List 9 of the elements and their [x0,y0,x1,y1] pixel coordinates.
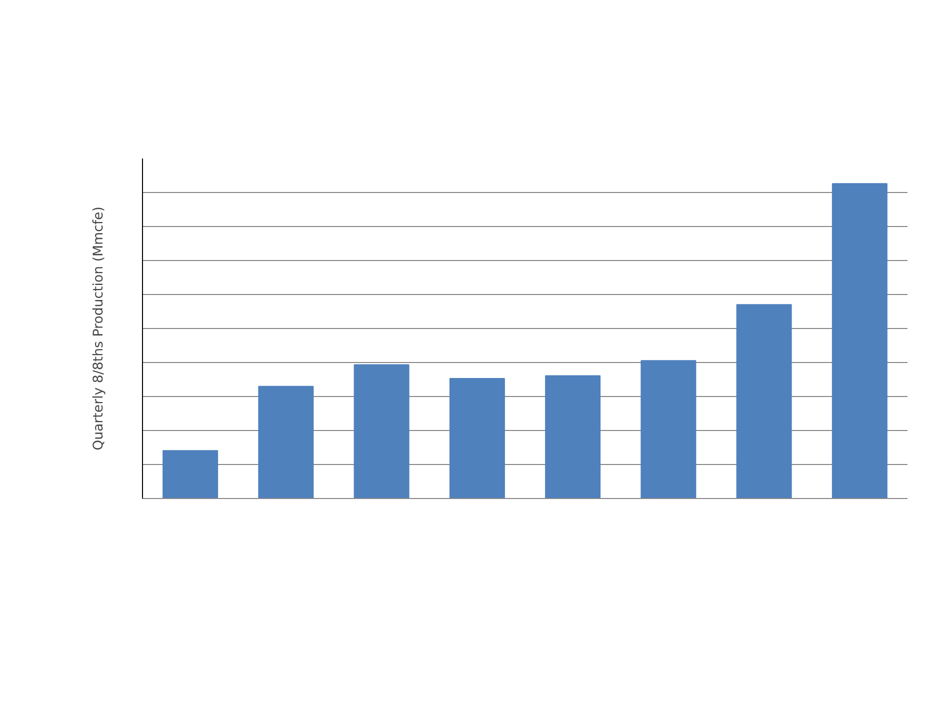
y-axis-title: Quarterly 8/8ths Production (Mmcfe) [92,206,106,450]
bar [354,364,410,498]
bar [449,378,505,498]
bar [640,360,696,498]
bar [545,375,601,498]
bar [258,386,314,498]
bar [832,183,888,498]
bar [736,304,792,498]
bar [162,450,218,498]
